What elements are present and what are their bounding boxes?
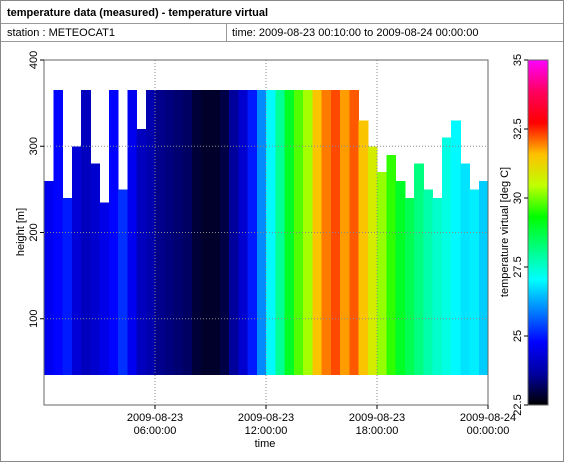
x-tick-label: 2009-08-24 00:00:00 (459, 412, 517, 437)
heat-cell (469, 189, 480, 375)
heat-cell (386, 154, 396, 375)
colorbar-tick-label: 30 (512, 192, 524, 204)
period: time: 2009-08-23 00:10:00 to 2009-08-24 … (232, 27, 478, 39)
y-axis-label: height [m] (15, 208, 27, 256)
heat-cell (71, 146, 82, 375)
heat-cell (81, 90, 91, 375)
heat-cell (155, 90, 165, 375)
colorbar-label: temperature virtual [deg C] (499, 167, 511, 297)
x-tick-label: 2009-08-23 06:00:00 (126, 412, 184, 437)
heat-cell (293, 90, 304, 375)
heat-cell (432, 198, 443, 375)
heat-cell (173, 90, 184, 375)
heat-cell (145, 90, 156, 375)
heat-cell (478, 180, 489, 375)
heat-cell (441, 137, 452, 375)
heat-cell (256, 90, 267, 375)
y-tick-label: 200 (28, 223, 40, 241)
heat-cell (275, 90, 285, 375)
heat-cell (404, 198, 415, 375)
colorbar-tick-label: 35 (512, 54, 524, 66)
heat-cell (367, 146, 378, 375)
heat-cell (182, 90, 193, 375)
heat-cell (423, 189, 433, 375)
x-axis-label: time (255, 438, 276, 450)
heat-cell (127, 90, 137, 375)
heat-cell (192, 90, 202, 375)
y-tick-label: 400 (28, 51, 40, 69)
y-tick-label: 100 (28, 310, 40, 328)
y-tick-label: 300 (28, 137, 40, 155)
heat-cell (164, 90, 174, 375)
colorbar-tick-label: 27.5 (512, 256, 524, 277)
heat-cell (414, 163, 424, 375)
heat-cell (99, 202, 110, 375)
heat-cell (136, 129, 147, 375)
heat-cell (90, 163, 100, 375)
colorbar (527, 59, 549, 406)
heat-cell (247, 90, 258, 375)
heat-cell (377, 172, 387, 375)
station: station : METEOCAT1 (7, 27, 115, 39)
heat-cell (303, 90, 313, 375)
heat-cell (460, 163, 470, 375)
heat-cell (395, 180, 406, 375)
heat-cell (349, 90, 359, 375)
heat-cell (238, 90, 248, 375)
heat-cell (62, 198, 73, 375)
colorbar-tick-label: 32.5 (512, 118, 524, 139)
heat-cell (44, 180, 54, 375)
colorbar-tick-label: 25 (512, 330, 524, 342)
heat-cell (358, 120, 369, 375)
x-tick-label: 2009-08-23 18:00:00 (348, 412, 406, 437)
heat-cell (451, 120, 461, 375)
heat-cell (266, 90, 276, 375)
x-tick-label: 2009-08-23 12:00:00 (237, 412, 295, 437)
heat-cell (53, 90, 63, 375)
colorbar-tick-label: 22.5 (512, 394, 524, 415)
heat-cell (284, 90, 295, 375)
heat-cell (118, 189, 128, 375)
chart-title: temperature data (measured) - temperatur… (7, 7, 268, 19)
